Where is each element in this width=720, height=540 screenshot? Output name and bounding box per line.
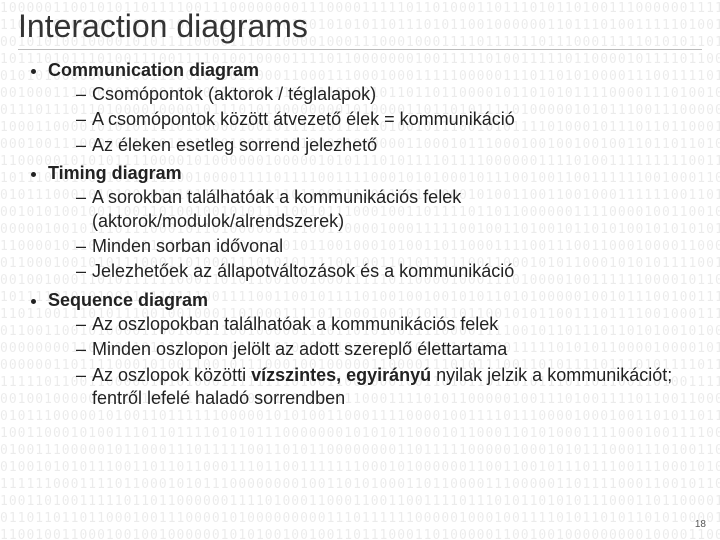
- sub-list-item: Jelezhetőek az állapotváltozások és a ko…: [76, 260, 702, 283]
- list-item: Timing diagram A sorokban találhatóak a k…: [48, 163, 702, 284]
- list-item-label: Communication diagram: [48, 60, 259, 80]
- slide-background: 1000001100101011011110011100000000111000…: [0, 0, 720, 540]
- sub-list-item: Minden oszlopon jelölt az adott szereplő…: [76, 338, 702, 361]
- sub-list: Az oszlopokban találhatóak a kommunikáci…: [48, 313, 702, 411]
- page-title: Interaction diagrams: [18, 8, 702, 50]
- sub-list-item: A sorokban találhatóak a kommunikációs f…: [76, 186, 702, 233]
- page-number: 18: [695, 519, 706, 530]
- list-item: Communication diagram Csomópontok (aktoro…: [48, 60, 702, 157]
- sub-list-item: Az oszlopok közötti vízszintes, egyirány…: [76, 364, 702, 411]
- list-item-label: Timing diagram: [48, 163, 182, 183]
- sub-list-item: Minden sorban idővonal: [76, 235, 702, 258]
- slide-content: Interaction diagrams Communication diagr…: [0, 0, 720, 410]
- sub-list-item: Csomópontok (aktorok / téglalapok): [76, 83, 702, 106]
- sub-list: A sorokban találhatóak a kommunikációs f…: [48, 186, 702, 284]
- bullet-list: Communication diagram Csomópontok (aktoro…: [18, 60, 702, 410]
- sub-list-item: A csomópontok között átvezető élek = kom…: [76, 108, 702, 131]
- list-item: Sequence diagram Az oszlopokban található…: [48, 290, 702, 411]
- sub-list-item: Az éleken esetleg sorrend jelezhető: [76, 134, 702, 157]
- sub-list-item: Az oszlopokban találhatóak a kommunikáci…: [76, 313, 702, 336]
- sub-list: Csomópontok (aktorok / téglalapok)A csom…: [48, 83, 702, 157]
- list-item-label: Sequence diagram: [48, 290, 208, 310]
